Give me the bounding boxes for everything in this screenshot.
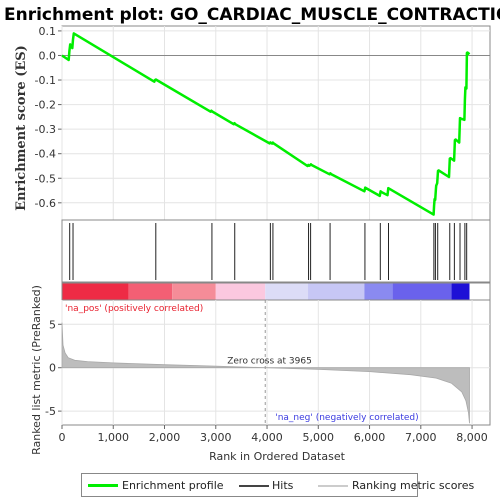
heat-segment <box>62 283 129 300</box>
heat-segment <box>172 283 216 300</box>
negative-correlation-label: 'na_neg' (negatively correlated) <box>275 413 418 423</box>
x-tick-label: 7,000 <box>405 431 437 444</box>
es-y-tick-label: -0.5 <box>35 172 56 185</box>
enrichment-profile-line <box>61 32 471 216</box>
es-y-tick-label: -0.6 <box>35 197 56 210</box>
legend: Enrichment profile Hits Ranking metric s… <box>81 473 474 497</box>
legend-swatch-enrichment <box>88 484 118 487</box>
metric-panel: 5 0 -5 'na_pos' (positively correlated) 'na_… <box>45 299 491 426</box>
x-axis-label: Rank in Ordered Dataset <box>209 450 346 463</box>
x-tick-label: 2,000 <box>149 431 181 444</box>
zero-cross-label: Zero cross at 3965 <box>227 356 312 366</box>
hits-area <box>61 219 491 283</box>
metric-y-tick-label: 5 <box>49 318 56 331</box>
metric-y-tick-label: 0 <box>49 362 56 375</box>
legend-label-hits: Hits <box>272 479 294 492</box>
legend-swatch-metric <box>318 485 348 487</box>
es-y-tick-label: -0.2 <box>35 99 56 112</box>
heat-segment <box>308 283 365 300</box>
heat-segment <box>128 283 173 300</box>
x-tick-label: 6,000 <box>354 431 386 444</box>
es-y-tick-label: -0.4 <box>35 148 56 161</box>
es-panel: 0.1 0.0 -0.1 -0.2 -0.3 -0.4 -0.5 -0.6 <box>35 25 491 221</box>
heat-segment <box>364 283 393 300</box>
heat-bar <box>61 282 491 301</box>
es-y-tick-label: 0.0 <box>39 49 57 62</box>
es-y-tick-label: -0.3 <box>35 123 56 136</box>
heat-segment <box>392 283 452 300</box>
x-axis: 0 1,000 2,000 3,000 4,000 5,000 6,000 7,000 8,00… <box>59 425 488 444</box>
x-tick-label: 4,000 <box>251 431 283 444</box>
x-tick-label: 8,000 <box>456 431 488 444</box>
metric-y-tick-label: -5 <box>45 405 56 418</box>
metric-y-axis-label: Ranked list metric (PreRanked) <box>30 285 43 455</box>
x-tick-label: 1,000 <box>98 431 130 444</box>
heat-segment <box>215 283 266 300</box>
heat-segment <box>451 283 470 300</box>
es-y-axis-label: Enrichment score (ES) <box>14 45 29 211</box>
x-tick-label: 3,000 <box>200 431 232 444</box>
heat-segment <box>265 283 309 300</box>
es-y-tick-label: -0.1 <box>35 74 56 87</box>
x-tick-label: 5,000 <box>303 431 335 444</box>
hits-panel <box>61 219 491 283</box>
x-tick-label: 0 <box>59 431 66 444</box>
ranking-metric-area <box>61 322 470 424</box>
es-plot-area <box>61 25 491 221</box>
es-y-tick-label: 0.1 <box>39 25 57 38</box>
chart-title: Enrichment plot: GO_CARDIAC_MUSCLE_CONTR… <box>4 5 500 25</box>
legend-label-enrichment: Enrichment profile <box>122 479 224 492</box>
positive-correlation-label: 'na_pos' (positively correlated) <box>65 304 203 314</box>
legend-swatch-hits <box>239 485 269 487</box>
metric-plot-area <box>61 299 491 426</box>
legend-label-metric: Ranking metric scores <box>352 479 475 492</box>
